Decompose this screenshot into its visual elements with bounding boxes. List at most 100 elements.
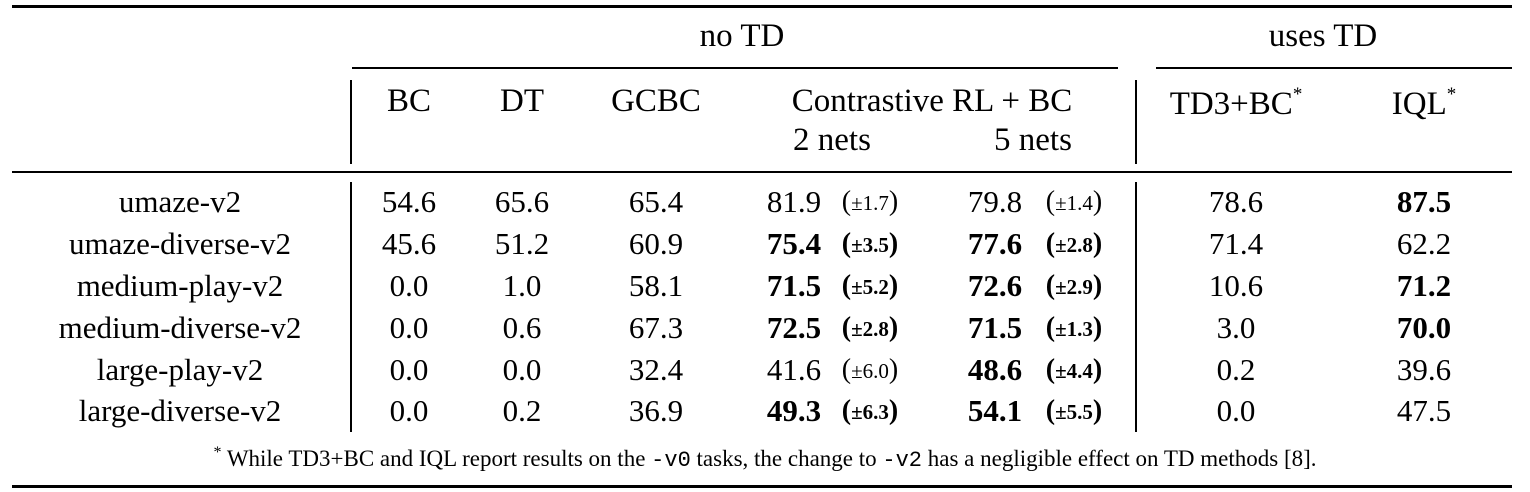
contrastive-2nets-value: 41.6: [766, 352, 822, 387]
footnote-text-2: tasks, the change to: [696, 446, 877, 471]
group-header-uses-td: uses TD: [1268, 18, 1378, 54]
std-value: ±3.5: [851, 233, 889, 257]
paren-open: (: [1045, 354, 1056, 385]
dt-value: 0.0: [502, 352, 542, 387]
std-value: ±2.8: [1055, 233, 1093, 257]
paren-close: ): [888, 186, 899, 217]
contrastive-5nets-std: (±5.5): [1046, 397, 1102, 425]
contrastive-2nets-std: (±6.3): [842, 397, 898, 425]
td3bc-value: 78.6: [1208, 184, 1264, 219]
header-divider-left: [350, 80, 352, 164]
paren-open: (: [1045, 186, 1056, 217]
paren-close: ): [1092, 312, 1103, 343]
col-header-5-nets: 5 nets: [994, 122, 1072, 158]
task-name: large-diverse-v2: [78, 393, 282, 428]
paren-open: (: [1045, 270, 1056, 301]
td3bc-star: *: [1292, 84, 1303, 105]
std-value: ±6.0: [851, 359, 889, 383]
contrastive-2nets-value: 49.3: [766, 393, 822, 428]
no-td-group-rule: [352, 67, 1118, 69]
iql-value: 62.2: [1396, 226, 1452, 261]
std-value: ±5.2: [851, 275, 889, 299]
bottom-rule: [12, 485, 1512, 488]
contrastive-5nets-value: 79.8: [967, 184, 1023, 219]
td3bc-value: 0.2: [1216, 352, 1256, 387]
std-value: ±1.7: [851, 191, 889, 215]
iql-label: IQL: [1391, 86, 1447, 122]
bc-value: 0.0: [389, 268, 429, 303]
paren-close: ): [888, 270, 899, 301]
task-name: umaze-v2: [118, 184, 242, 219]
dt-value: 51.2: [494, 226, 550, 261]
bc-value: 0.0: [389, 393, 429, 428]
td3bc-value: 0.0: [1216, 393, 1256, 428]
top-rule: [12, 5, 1512, 8]
td3bc-value: 71.4: [1208, 226, 1264, 261]
td3bc-label: TD3+BC: [1169, 86, 1293, 122]
iql-value: 70.0: [1396, 310, 1452, 345]
iql-value: 47.5: [1396, 393, 1452, 428]
contrastive-2nets-std: (±5.2): [842, 272, 898, 300]
col-header-td3bc: TD3+BC*: [1170, 85, 1303, 121]
gcbc-value: 60.9: [628, 226, 684, 261]
iql-value: 71.2: [1396, 268, 1452, 303]
td3bc-value: 3.0: [1216, 310, 1256, 345]
gcbc-value: 36.9: [628, 393, 684, 428]
contrastive-2nets-value: 81.9: [766, 184, 822, 219]
task-name: medium-play-v2: [76, 268, 284, 303]
body-divider-left: [350, 182, 352, 432]
task-name: large-play-v2: [96, 352, 264, 387]
paren-close: ): [888, 228, 899, 259]
contrastive-2nets-std: (±2.8): [842, 314, 898, 342]
bc-value: 45.6: [381, 226, 437, 261]
gcbc-value: 65.4: [628, 184, 684, 219]
uses-td-group-rule: [1156, 67, 1512, 69]
paren-open: (: [841, 228, 852, 259]
dt-value: 0.2: [502, 393, 542, 428]
contrastive-5nets-std: (±2.9): [1046, 272, 1102, 300]
col-header-bc: BC: [386, 83, 432, 119]
paren-close: ): [888, 312, 899, 343]
paren-open: (: [841, 186, 852, 217]
std-value: ±4.4: [1055, 359, 1093, 383]
paren-close: ): [888, 354, 899, 385]
contrastive-5nets-value: 72.6: [967, 268, 1023, 303]
iql-value: 39.6: [1396, 352, 1452, 387]
paren-open: (: [1045, 228, 1056, 259]
col-header-2-nets: 2 nets: [793, 122, 871, 158]
bc-value: 0.0: [389, 310, 429, 345]
task-name: umaze-diverse-v2: [68, 226, 292, 261]
contrastive-5nets-std: (±2.8): [1046, 230, 1102, 258]
footnote-text-1: While TD3+BC and IQL report results on t…: [226, 446, 646, 471]
footnote-code-v0: -v0: [651, 448, 691, 473]
footnote-text-3: has a negligible effect on TD methods [8…: [927, 446, 1317, 471]
paren-open: (: [841, 354, 852, 385]
contrastive-5nets-value: 48.6: [967, 352, 1023, 387]
paren-open: (: [1045, 395, 1056, 426]
contrastive-5nets-value: 71.5: [967, 310, 1023, 345]
paren-open: (: [841, 312, 852, 343]
footnote: * While TD3+BC and IQL report results on…: [213, 445, 1316, 472]
paren-close: ): [1092, 186, 1103, 217]
contrastive-2nets-value: 75.4: [766, 226, 822, 261]
contrastive-5nets-value: 54.1: [967, 393, 1023, 428]
contrastive-5nets-std: (±1.3): [1046, 314, 1102, 342]
contrastive-2nets-value: 71.5: [766, 268, 822, 303]
paren-open: (: [841, 395, 852, 426]
contrastive-5nets-std: (±1.4): [1046, 188, 1102, 216]
std-value: ±5.5: [1055, 400, 1093, 424]
paren-close: ): [1092, 270, 1103, 301]
paren-close: ): [1092, 354, 1103, 385]
gcbc-value: 58.1: [628, 268, 684, 303]
contrastive-2nets-std: (±6.0): [842, 356, 898, 384]
contrastive-5nets-std: (±4.4): [1046, 356, 1102, 384]
contrastive-5nets-value: 77.6: [967, 226, 1023, 261]
gcbc-value: 32.4: [628, 352, 684, 387]
paren-close: ): [1092, 228, 1103, 259]
std-value: ±2.9: [1055, 275, 1093, 299]
dt-value: 65.6: [494, 184, 550, 219]
col-header-dt: DT: [500, 83, 544, 119]
std-value: ±1.3: [1055, 317, 1093, 341]
paren-close: ): [888, 395, 899, 426]
paren-close: ): [1092, 395, 1103, 426]
